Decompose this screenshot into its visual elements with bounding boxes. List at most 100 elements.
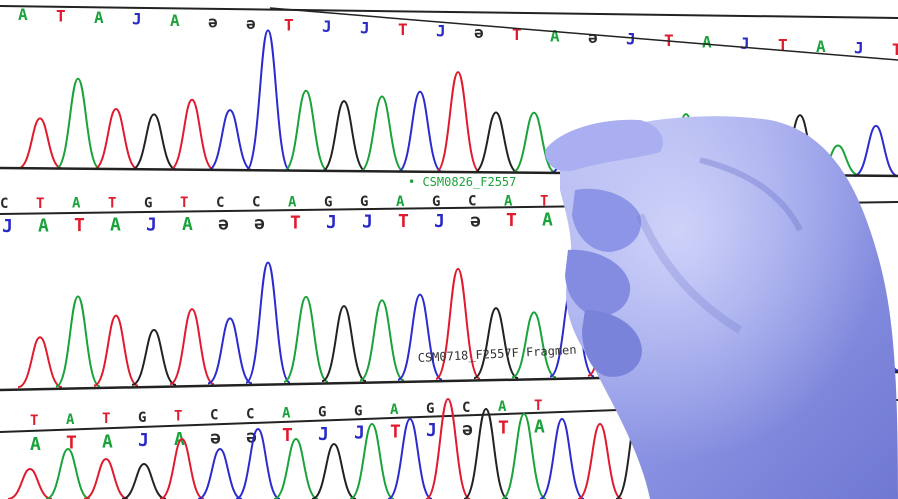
base-letter: T <box>540 193 548 209</box>
trace-peak <box>425 397 471 499</box>
base-letter: A <box>18 5 28 24</box>
base-row-1a: CTATGTCCAGGAGCATC <box>0 193 584 212</box>
base-letter: A <box>550 26 560 45</box>
base-letter: T <box>290 213 301 234</box>
fragment-tag-1: • CSM0826_F2557 <box>408 175 516 189</box>
base-letter: G <box>144 195 152 211</box>
base-letter: T <box>74 215 85 236</box>
trace-peak <box>473 111 519 174</box>
base-letter: A <box>816 37 826 56</box>
base-letter: J <box>146 214 157 235</box>
trace-peak <box>501 412 547 499</box>
base-letter: J <box>318 424 329 445</box>
base-letter: C <box>462 400 470 416</box>
base-letter: T <box>180 195 188 211</box>
trace-peak <box>131 328 177 386</box>
base-letter: ə <box>254 213 265 234</box>
trace-peak <box>321 305 367 383</box>
base-letter: T <box>108 195 116 211</box>
trace-peak <box>539 417 585 499</box>
base-letter: G <box>360 194 368 210</box>
base-letter: T <box>30 413 38 429</box>
trace-peak <box>169 98 215 171</box>
base-letter: T <box>506 210 517 231</box>
trace-peak <box>577 422 623 499</box>
base-letter: T <box>778 35 788 54</box>
base-letter: A <box>702 32 712 51</box>
base-letter: ə <box>246 426 257 447</box>
tilted-line-top <box>269 7 898 61</box>
base-letter: A <box>504 193 513 209</box>
base-letter: J <box>740 34 750 53</box>
base-letter: ə <box>208 13 218 32</box>
trace-peak <box>435 267 481 380</box>
trace-peak <box>283 295 329 383</box>
trace-peak <box>169 308 215 386</box>
base-letter: C <box>252 195 260 211</box>
base-letter: T <box>534 398 542 414</box>
base-letter: A <box>498 399 507 415</box>
trace-peak <box>131 113 177 171</box>
base-letter: A <box>542 210 553 231</box>
trace-peak <box>245 29 291 172</box>
base-letter: T <box>282 425 293 446</box>
base-letter: A <box>534 416 545 437</box>
base-letter: A <box>174 429 185 450</box>
trace-peak <box>93 314 139 387</box>
base-letter: C <box>216 195 224 211</box>
base-letter: T <box>390 421 401 442</box>
base-letter: A <box>30 434 41 455</box>
base-letter: C <box>468 194 476 210</box>
trace-peak <box>349 422 395 499</box>
base-letter: ə <box>474 23 484 42</box>
base-letter: J <box>354 423 365 444</box>
trace-peak <box>435 71 481 174</box>
base-letter: T <box>66 433 77 454</box>
base-letter: C <box>0 196 8 212</box>
trace-peak <box>207 109 253 172</box>
base-row-1b: JATAJAəəTJJTJəTAə <box>2 209 589 237</box>
base-letter: ə <box>246 14 256 33</box>
base-letter: T <box>512 25 522 44</box>
trace-peak <box>83 457 129 499</box>
trace-peak <box>55 77 101 170</box>
base-letter: A <box>396 194 405 210</box>
trace-peak <box>121 462 167 499</box>
base-letter: J <box>322 17 332 36</box>
base-letter: J <box>854 38 864 57</box>
base-letter: C <box>246 407 254 423</box>
base-letter: C <box>210 408 218 424</box>
baseline-top <box>0 5 898 19</box>
trace-peak <box>511 311 557 379</box>
trace-peak <box>283 89 329 172</box>
trace-peak <box>273 437 319 499</box>
base-letter: A <box>182 214 193 235</box>
base-letter: G <box>318 404 326 420</box>
base-letter: T <box>102 411 110 427</box>
base-letter: J <box>360 19 370 38</box>
trace-peak <box>93 108 139 171</box>
base-letter: A <box>102 431 113 452</box>
base-letter: A <box>110 215 121 236</box>
base-letter: J <box>626 29 636 48</box>
base-letter: A <box>94 8 104 27</box>
base-letter: A <box>288 195 297 211</box>
base-letter: T <box>498 418 509 439</box>
trace-peak <box>359 95 405 173</box>
base-letter: G <box>138 410 146 426</box>
base-letter: ə <box>470 210 481 231</box>
trace-peak <box>473 307 519 380</box>
trace-peak <box>207 317 253 385</box>
trace-peak <box>45 447 91 499</box>
base-letter: T <box>398 211 409 232</box>
base-letter: J <box>426 420 437 441</box>
trace-peak <box>55 295 101 388</box>
base-letter: J <box>138 430 149 451</box>
trace-peak <box>245 261 291 384</box>
base-letter: ə <box>462 419 473 440</box>
base-letter: ə <box>588 28 598 47</box>
trace-peak <box>311 442 357 499</box>
base-letter: J <box>326 212 337 233</box>
